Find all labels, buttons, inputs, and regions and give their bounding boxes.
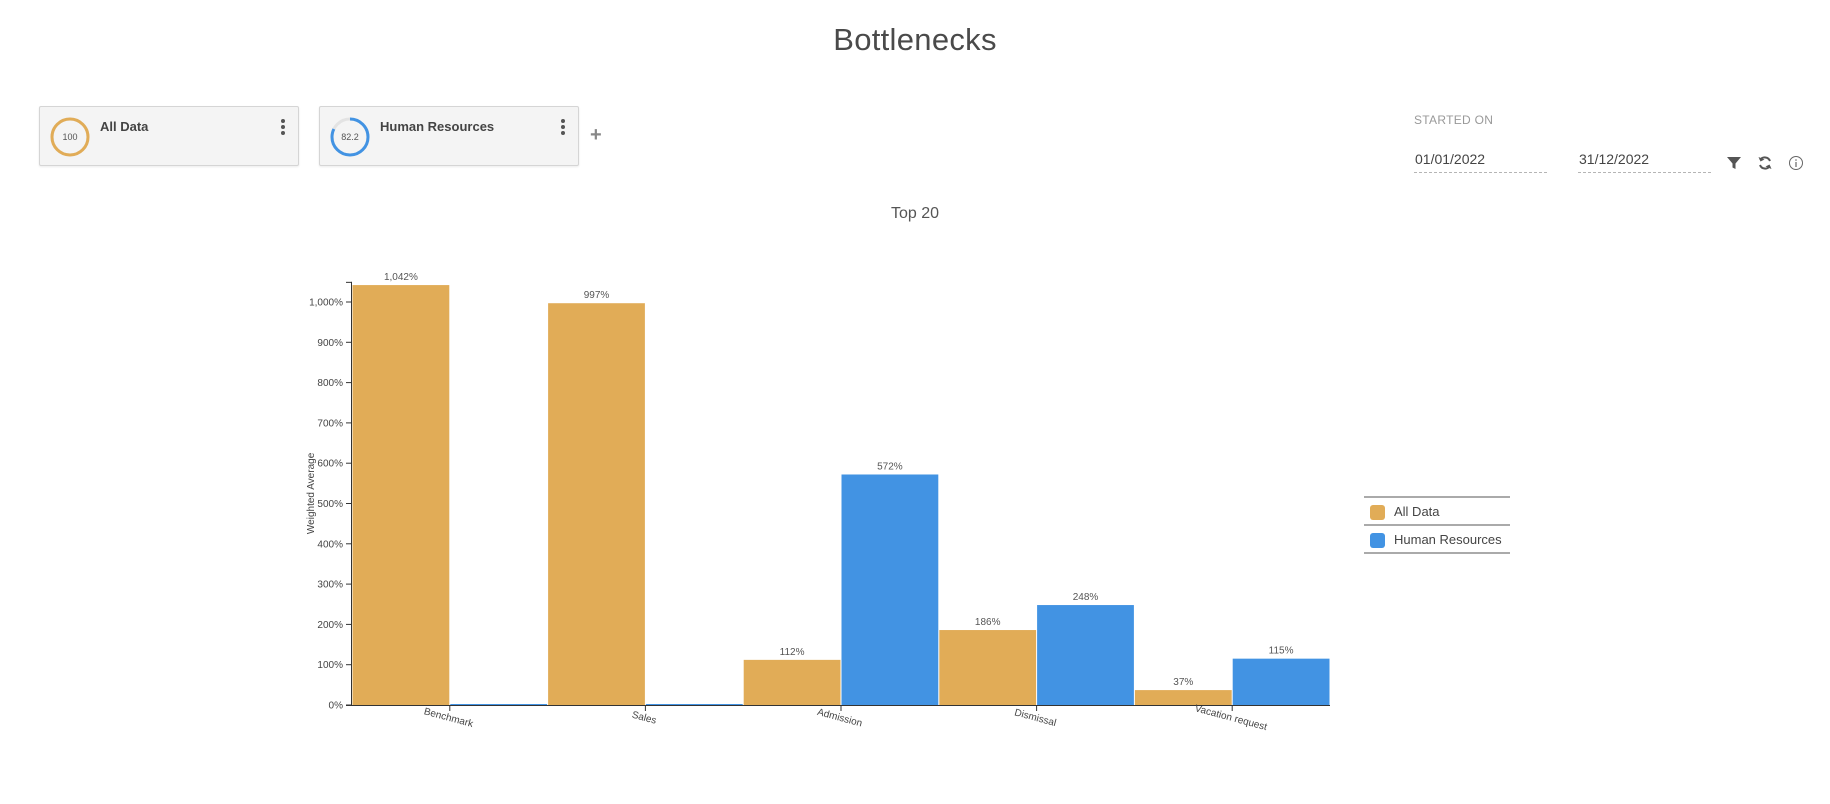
bar xyxy=(1037,605,1134,705)
start-date-field[interactable] xyxy=(1414,146,1547,173)
bar xyxy=(352,285,450,705)
y-tick-label: 800% xyxy=(317,378,343,389)
data-label: 37% xyxy=(1173,677,1193,688)
data-label: 572% xyxy=(877,461,903,472)
filter-card-all-data[interactable]: 100 All Data xyxy=(39,106,299,166)
x-tick-label: Admission xyxy=(816,707,863,730)
y-tick-label: 400% xyxy=(317,539,343,550)
x-tick-label: Dismissal xyxy=(1013,707,1057,729)
x-tick-label: Vacation request xyxy=(1194,703,1269,733)
y-tick-label: 600% xyxy=(317,459,343,470)
y-axis-label: Weighted Average xyxy=(306,452,317,534)
data-label: 115% xyxy=(1269,646,1294,657)
y-tick-label: 100% xyxy=(317,660,343,671)
date-range-label: STARTED ON xyxy=(1414,113,1494,127)
legend-swatch xyxy=(1370,505,1385,520)
y-tick-label: 700% xyxy=(317,418,343,429)
data-label: 997% xyxy=(584,290,610,301)
more-vertical-icon[interactable] xyxy=(280,119,286,139)
score-ring: 82.2 xyxy=(330,117,370,157)
data-label: 186% xyxy=(975,617,1001,628)
filter-icon[interactable] xyxy=(1726,155,1742,171)
y-tick-label: 900% xyxy=(317,338,343,349)
y-tick-label: 300% xyxy=(317,580,343,591)
add-filter-button[interactable]: + xyxy=(590,124,602,146)
data-label: 1,042% xyxy=(384,272,418,283)
chart-title: Top 20 xyxy=(891,205,939,222)
bar xyxy=(1232,658,1330,705)
bar xyxy=(645,704,743,705)
bar xyxy=(841,474,939,705)
y-tick-label: 1,000% xyxy=(309,298,343,309)
x-tick-label: Benchmark xyxy=(423,706,476,730)
y-tick-label: 200% xyxy=(317,620,343,631)
end-date-field[interactable] xyxy=(1578,146,1711,173)
info-icon[interactable] xyxy=(1788,155,1804,171)
more-vertical-icon[interactable] xyxy=(560,119,566,139)
data-label: 248% xyxy=(1073,592,1099,603)
page-title: Bottlenecks xyxy=(833,22,997,57)
bar xyxy=(743,659,841,705)
bar xyxy=(939,630,1037,705)
score-value: 100 xyxy=(62,132,78,142)
refresh-icon[interactable] xyxy=(1757,155,1773,171)
data-label: 112% xyxy=(780,647,805,658)
bar xyxy=(450,704,548,705)
legend-swatch xyxy=(1370,533,1385,548)
x-tick-label: Sales xyxy=(631,710,658,727)
y-tick-label: 500% xyxy=(317,499,343,510)
filter-card-label: All Data xyxy=(100,119,149,134)
legend-label: All Data xyxy=(1394,504,1440,519)
legend-label: Human Resources xyxy=(1394,532,1502,547)
bar xyxy=(548,303,645,705)
y-tick-label: 0% xyxy=(329,701,344,712)
bar xyxy=(1134,690,1232,705)
score-value: 82.2 xyxy=(341,132,359,142)
score-ring: 100 xyxy=(50,117,90,157)
filter-card-label: Human Resources xyxy=(380,119,495,134)
filter-card-human-resources[interactable]: 82.2 Human Resources xyxy=(319,106,579,166)
